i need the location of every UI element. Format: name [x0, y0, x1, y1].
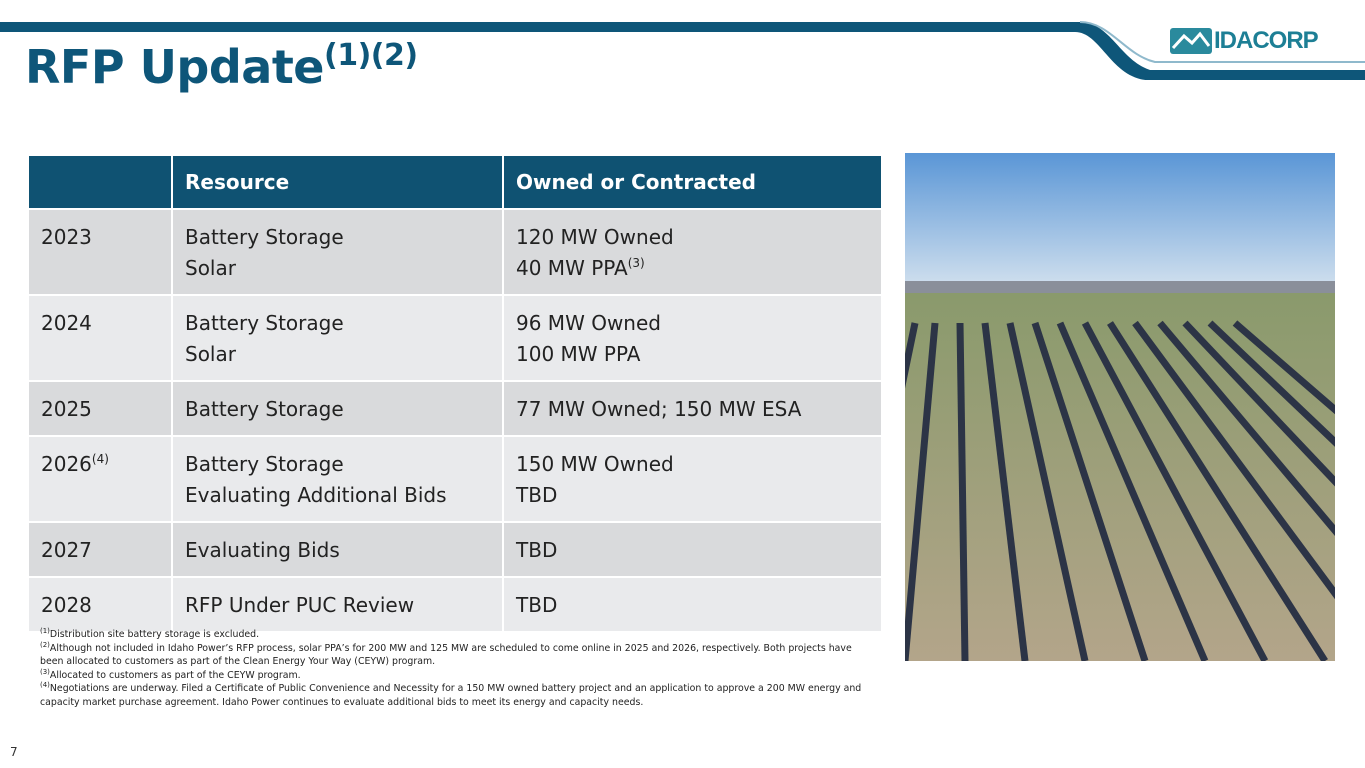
header-cell: [27, 154, 173, 210]
owned-line: 100 MW PPA: [516, 339, 869, 370]
owned-text: 40 MW PPA: [516, 256, 628, 280]
resource-cell: Battery Storage Solar: [171, 208, 504, 296]
footnote-marker: (4): [40, 681, 50, 689]
owned-text: 100 MW PPA: [516, 342, 641, 366]
owned-line: TBD: [516, 480, 869, 511]
table-body: 2023 Battery Storage Solar 120 MW Owned 40 M…: [27, 208, 883, 633]
resource-cell: RFP Under PUC Review: [171, 576, 504, 633]
resource-line: Battery Storage: [185, 225, 344, 249]
resource-line: Solar: [185, 342, 236, 366]
year: 2025: [41, 397, 92, 421]
owned-line: 40 MW PPA(3): [516, 253, 869, 284]
title-text: RFP Update: [25, 40, 325, 94]
table-row: 2027 Evaluating Bids TBD: [27, 521, 883, 578]
owned-cell: 96 MW Owned 100 MW PPA: [502, 294, 883, 382]
footnote: (1)Distribution site battery storage is …: [40, 628, 870, 642]
footnote: (3)Allocated to customers as part of the…: [40, 667, 870, 683]
header-row: Resource Owned or Contracted: [27, 154, 883, 210]
owned-text: 150 MW Owned: [516, 452, 674, 476]
owned-line: 120 MW Owned: [516, 222, 869, 253]
logo-text: IDACORP: [1214, 27, 1319, 54]
resource-line: Battery Storage: [185, 452, 344, 476]
owned-line: 96 MW Owned: [516, 308, 869, 339]
page-number: 7: [10, 745, 18, 759]
table-row: 2028 RFP Under PUC Review TBD: [27, 576, 883, 633]
resource-line: Evaluating Bids: [185, 538, 340, 562]
owned-cell: TBD: [502, 521, 883, 578]
year: 2024: [41, 311, 92, 335]
table-row: 2024 Battery Storage Solar 96 MW Owned 100 M…: [27, 294, 883, 382]
rfp-table: Resource Owned or Contracted 2023 Battery…: [27, 154, 883, 633]
year: 2027: [41, 538, 92, 562]
footnote-text: Allocated to customers as part of the CE…: [49, 669, 301, 681]
header-cell: Owned or Contracted: [502, 154, 883, 210]
year-cell: 2028: [27, 576, 173, 633]
resource-cell: Evaluating Bids: [171, 521, 504, 578]
title: RFP Update(1)(2): [25, 38, 418, 94]
year-cell: 2026(4): [27, 435, 173, 523]
year-cell: 2023: [27, 208, 173, 296]
table-row: 2023 Battery Storage Solar 120 MW Owned 40 M…: [27, 208, 883, 296]
resource-line: Solar: [185, 256, 236, 280]
top-band: [0, 21, 1365, 80]
solar-farm-photo: [905, 153, 1335, 661]
resource-line: Evaluating Additional Bids: [185, 483, 447, 507]
footnote-marker: (2): [40, 640, 50, 649]
resource-cell: Battery Storage: [171, 380, 504, 437]
owned-cell: 120 MW Owned 40 MW PPA(3): [502, 208, 883, 296]
owned-cell: 150 MW Owned TBD: [502, 435, 883, 523]
logo: IDACORP: [1170, 26, 1319, 56]
owned-text: TBD: [516, 593, 558, 617]
owned-cell: TBD: [502, 576, 883, 633]
footnote: (4)Negotiations are underway. Filed a Ce…: [40, 682, 870, 709]
resource-cell: Battery Storage Evaluating Additional Bid…: [171, 435, 504, 523]
owned-sup: (3): [627, 256, 645, 270]
year-sup: (4): [91, 452, 109, 466]
owned-line: 150 MW Owned: [516, 449, 869, 480]
owned-cell: 77 MW Owned; 150 MW ESA: [502, 380, 883, 437]
year-cell: 2027: [27, 521, 173, 578]
footnotes: (1)Distribution site battery storage is …: [40, 628, 870, 709]
footnote-marker: (1): [40, 627, 50, 635]
year-cell: 2025: [27, 380, 173, 437]
owned-line: 77 MW Owned; 150 MW ESA: [516, 394, 869, 425]
title-sup: (1)(2): [324, 38, 418, 73]
year-cell: 2024: [27, 294, 173, 382]
footnote-marker: (3): [40, 667, 50, 676]
owned-text: 77 MW Owned; 150 MW ESA: [516, 397, 802, 421]
logo-icon: [1170, 28, 1212, 54]
footnote-text: Although not included in Idaho Power’s R…: [40, 642, 852, 668]
footnote: (2)Although not included in Idaho Power’…: [40, 640, 870, 669]
footnote-text: Negotiations are underway. Filed a Certi…: [40, 683, 862, 708]
owned-text: TBD: [516, 538, 558, 562]
owned-text: 120 MW Owned: [516, 225, 674, 249]
owned-text: 96 MW Owned: [516, 311, 661, 335]
footnote-text: Distribution site battery storage is exc…: [49, 629, 260, 640]
year: 2028: [41, 593, 92, 617]
resource-cell: Battery Storage Solar: [171, 294, 504, 382]
owned-text: TBD: [516, 483, 558, 507]
owned-line: TBD: [516, 535, 869, 566]
resource-line: Battery Storage: [185, 397, 344, 421]
table-row: 2026(4) Battery Storage Evaluating Additio…: [27, 435, 883, 523]
owned-line: TBD: [516, 590, 869, 621]
header-cell: Resource: [171, 154, 504, 210]
resource-line: Battery Storage: [185, 311, 344, 335]
year: 2026: [41, 452, 92, 476]
year: 2023: [41, 225, 92, 249]
resource-line: RFP Under PUC Review: [185, 593, 415, 617]
table-row: 2025 Battery Storage 77 MW Owned; 150 MW E…: [27, 380, 883, 437]
